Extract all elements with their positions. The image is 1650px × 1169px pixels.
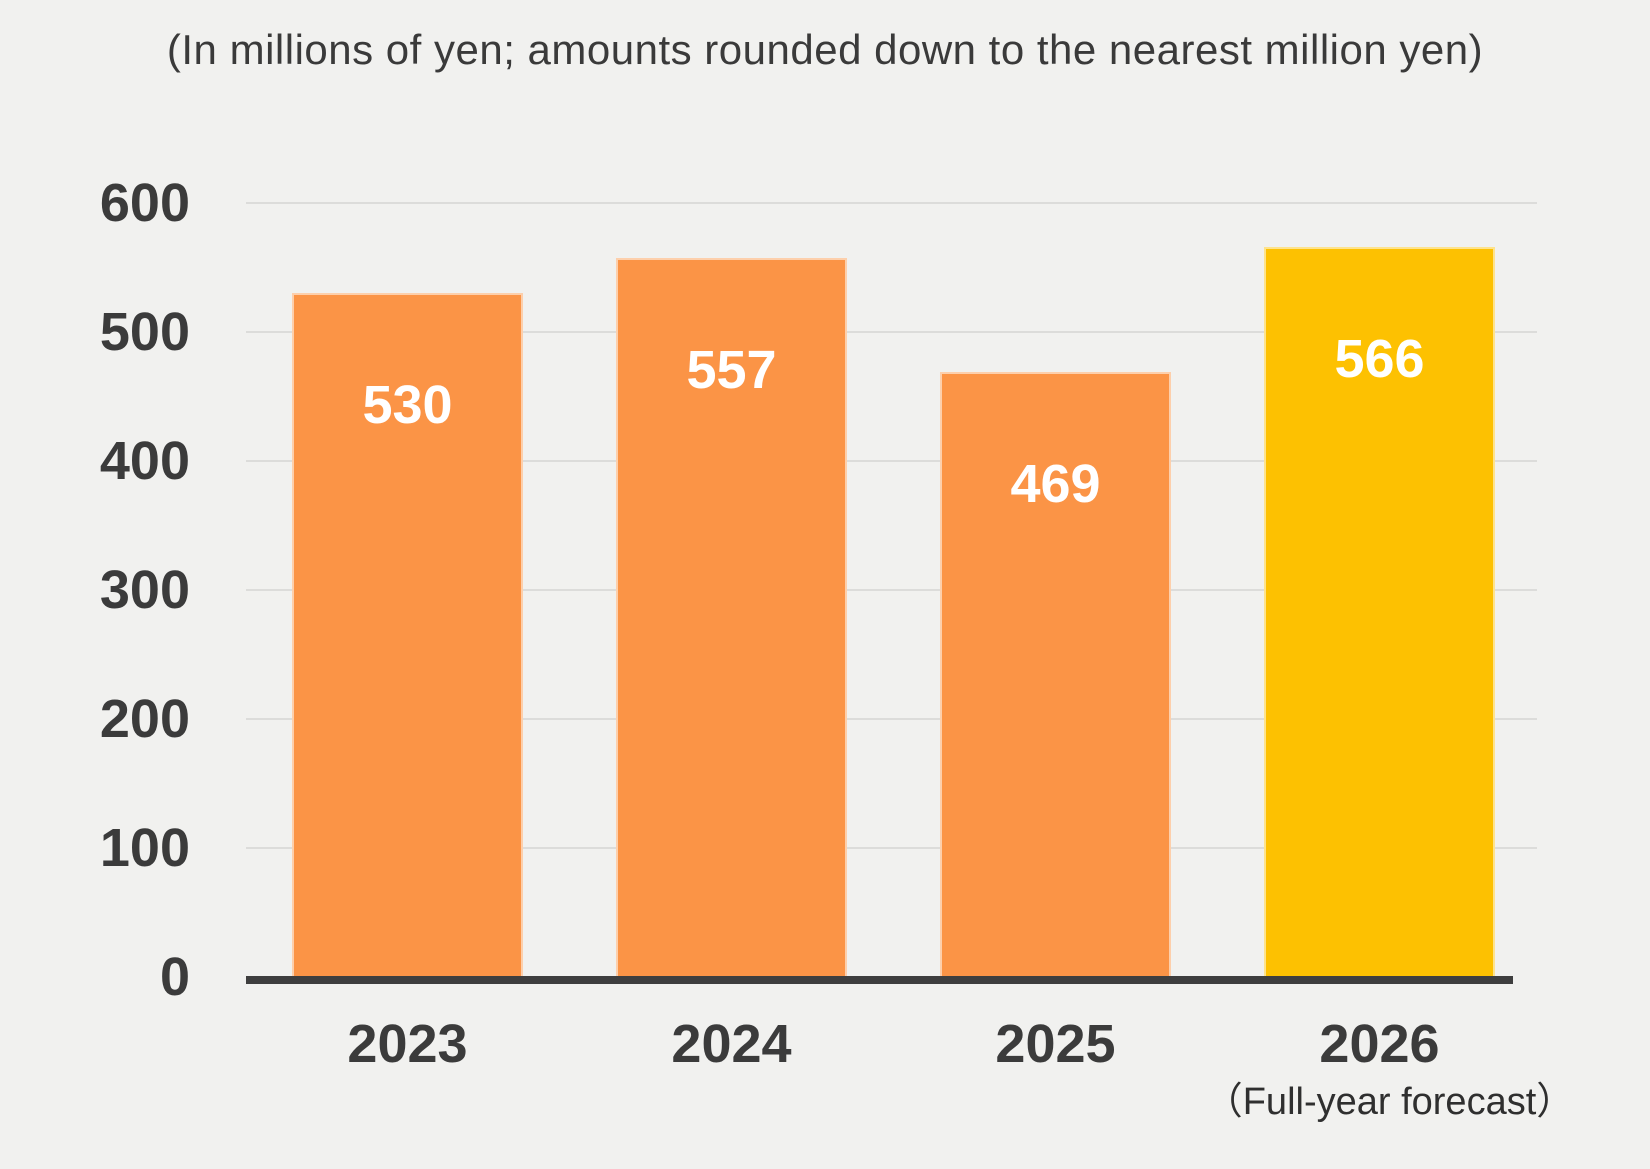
xtick-label-2023: 2023 (347, 1014, 468, 1074)
ytick-label-0: 0 (159, 947, 190, 1007)
bar-value-2023: 530 (362, 375, 453, 436)
bar-2024: 557 (616, 258, 847, 977)
ytick-label-400: 400 (99, 431, 190, 491)
xtick-sublabel-2026: （Full-year forecast） (1204, 1081, 1575, 1123)
plot-area: 530 557 469 566 (246, 202, 1537, 977)
bar-2025: 469 (940, 372, 1171, 977)
bar-value-2025: 469 (1010, 454, 1101, 514)
gridline-600 (246, 202, 1537, 204)
bar-value-2026: 566 (1334, 328, 1425, 389)
xtick-label-2024: 2024 (671, 1014, 792, 1074)
xtick-label-2025: 2025 (995, 1014, 1116, 1074)
xtick-label-2026: 2026 (1319, 1014, 1440, 1074)
x-axis-line (246, 976, 1513, 984)
gridline-200 (246, 718, 1537, 720)
bar-2026: 566 (1264, 246, 1495, 977)
gridline-300 (246, 589, 1537, 591)
ytick-label-300: 300 (99, 560, 190, 620)
gridline-500 (246, 331, 1537, 333)
bar-2023: 530 (292, 293, 523, 977)
ytick-label-100: 100 (99, 818, 190, 878)
chart-title: (In millions of yen; amounts rounded dow… (166, 26, 1484, 73)
ytick-label-600: 600 (99, 173, 190, 233)
gridline-100 (246, 847, 1537, 849)
bar-value-2024: 557 (686, 340, 777, 401)
ytick-label-500: 500 (99, 302, 190, 362)
gridline-400 (246, 460, 1537, 462)
ytick-label-200: 200 (99, 689, 190, 749)
